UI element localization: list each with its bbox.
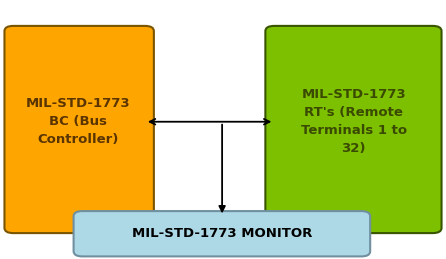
- FancyBboxPatch shape: [74, 211, 370, 256]
- FancyBboxPatch shape: [4, 26, 154, 233]
- Text: MIL-STD-1773 MONITOR: MIL-STD-1773 MONITOR: [132, 227, 312, 240]
- Text: MIL-STD-1773
BC (Bus
Controller): MIL-STD-1773 BC (Bus Controller): [26, 97, 130, 146]
- Text: MIL-STD-1773
RT's (Remote
Terminals 1 to
32): MIL-STD-1773 RT's (Remote Terminals 1 to…: [301, 88, 407, 155]
- FancyBboxPatch shape: [265, 26, 442, 233]
